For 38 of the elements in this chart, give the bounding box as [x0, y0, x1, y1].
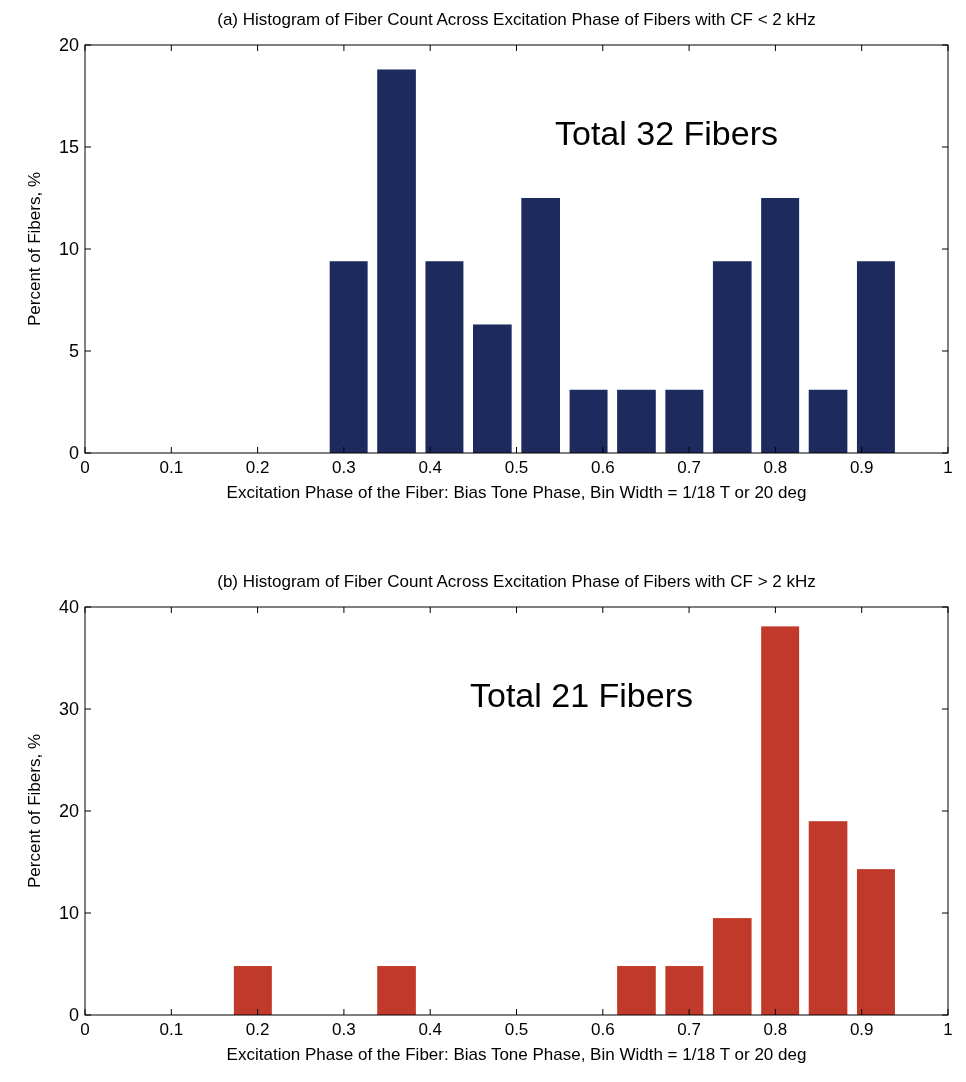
y-tick-label: 0 [68, 1005, 79, 1025]
x-axis-title: Excitation Phase of the Fiber: Bias Tone Phase, Bin Width = 1/18 T or 20 deg [226, 1045, 807, 1064]
x-tick-label: 1 [943, 1020, 953, 1039]
x-tick-label: 0.3 [332, 1020, 356, 1039]
annotation: Total 32 Fibers [555, 114, 778, 152]
x-tick-label: 0.5 [504, 1020, 529, 1039]
x-tick-label: 0.2 [245, 1020, 270, 1039]
x-tick-label: 0.9 [849, 1020, 874, 1039]
y-tick-label: 20 [58, 35, 79, 55]
x-tick-label: 0.4 [418, 458, 443, 477]
annotation: Total 21 Fibers [470, 676, 693, 714]
x-tick-label: 0.6 [590, 1020, 615, 1039]
x-tick-label: 0.1 [159, 458, 184, 477]
chart-title: (a) Histogram of Fiber Count Across Excitation Phase of Fibers with CF < 2 kHz [217, 10, 816, 29]
y-tick-label: 10 [58, 239, 79, 259]
y-tick-label: 10 [58, 903, 79, 923]
x-tick-label: 0.8 [763, 1020, 788, 1039]
y-tick-label: 40 [58, 597, 79, 617]
x-tick-label: 0.7 [677, 458, 701, 477]
y-tick-label: 5 [68, 341, 79, 361]
x-tick-label: 1 [943, 458, 953, 477]
chart-title: (b) Histogram of Fiber Count Across Excitation Phase of Fibers with CF > 2 kHz [217, 572, 816, 591]
y-tick-label: 15 [58, 137, 79, 157]
x-tick-label: 0.1 [159, 1020, 184, 1039]
x-tick-label: 0.5 [504, 458, 529, 477]
x-tick-label: 0.4 [418, 1020, 443, 1039]
y-tick-label: 0 [68, 443, 79, 463]
x-tick-label: 0.7 [677, 1020, 701, 1039]
x-tick-label: 0.3 [332, 458, 356, 477]
y-axis-title: Percent of Fibers, % [25, 171, 44, 327]
x-tick-label: 0.2 [245, 458, 270, 477]
y-axis-title: Percent of Fibers, % [25, 733, 44, 889]
x-tick-label: 0.9 [849, 458, 874, 477]
x-axis-title: Excitation Phase of the Fiber: Bias Tone Phase, Bin Width = 1/18 T or 20 deg [226, 483, 807, 502]
x-tick-label: 0.6 [590, 458, 615, 477]
y-tick-label: 30 [58, 699, 79, 719]
y-tick-label: 20 [58, 801, 79, 821]
x-tick-label: 0.8 [763, 458, 788, 477]
